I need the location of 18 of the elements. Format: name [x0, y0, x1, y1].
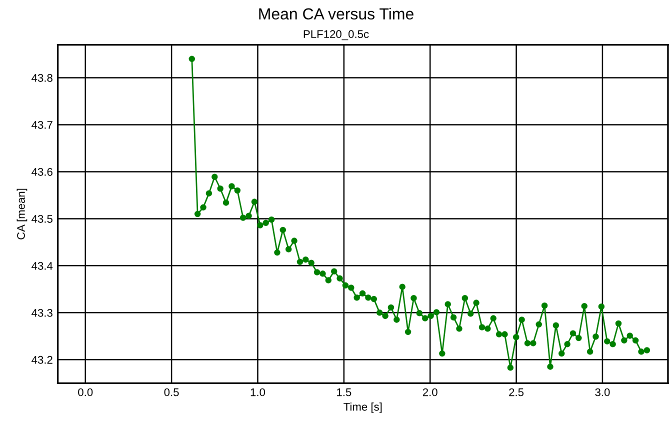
y-tick-label: 43.6 [32, 168, 52, 176]
chart-title: Mean CA versus Time [259, 8, 414, 20]
y-tick-label: 43.7 [32, 120, 52, 129]
x-axis-title: Time [s] [344, 402, 382, 413]
y-tick-label: 43.2 [32, 356, 52, 364]
y-tick-label: 43.3 [32, 308, 52, 317]
y-tick-label: 43.8 [32, 74, 52, 82]
y-tick-label: 43.5 [32, 214, 52, 223]
x-tick-label: 2.0 [422, 388, 438, 396]
x-tick-label: 0.5 [164, 388, 179, 396]
y-axis-title: CA [mean] [16, 188, 28, 240]
x-tick-label: 3.0 [595, 388, 610, 396]
x-tick-label: 0.0 [78, 388, 93, 396]
x-tick-label: 1.5 [337, 388, 352, 396]
x-tick-label: 2.5 [509, 388, 524, 396]
x-tick-label: 1.0 [250, 388, 266, 396]
y-tick-label: 43.4 [32, 262, 53, 270]
chart-subtitle: PLF120_0.5c [304, 30, 369, 40]
